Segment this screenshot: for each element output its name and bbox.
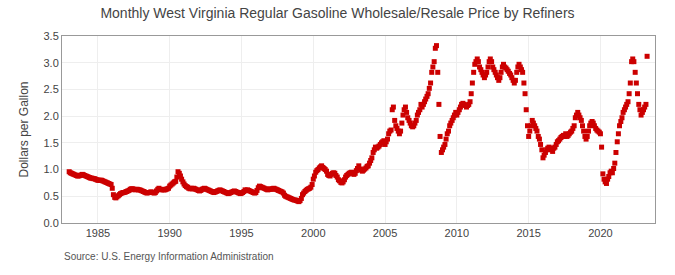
svg-text:2015: 2015 xyxy=(516,227,540,239)
svg-text:2010: 2010 xyxy=(445,227,469,239)
svg-text:1985: 1985 xyxy=(86,227,110,239)
svg-text:Dollars per Gallon: Dollars per Gallon xyxy=(17,81,31,177)
svg-text:3.5: 3.5 xyxy=(44,30,59,42)
svg-text:2020: 2020 xyxy=(588,227,612,239)
svg-text:1995: 1995 xyxy=(229,227,253,239)
svg-text:2000: 2000 xyxy=(301,227,325,239)
svg-text:1.5: 1.5 xyxy=(44,137,59,149)
svg-text:1.0: 1.0 xyxy=(44,163,59,175)
svg-text:3.0: 3.0 xyxy=(44,57,59,69)
svg-text:Source: U.S. Energy Informatio: Source: U.S. Energy Information Administ… xyxy=(64,251,274,262)
svg-text:2.5: 2.5 xyxy=(44,83,59,95)
svg-text:Monthly West Virginia Regular: Monthly West Virginia Regular Gasoline W… xyxy=(100,5,574,21)
svg-text:0.0: 0.0 xyxy=(44,217,59,229)
svg-text:0.5: 0.5 xyxy=(44,190,59,202)
svg-text:1990: 1990 xyxy=(157,227,181,239)
svg-text:2.0: 2.0 xyxy=(44,110,59,122)
svg-text:2005: 2005 xyxy=(373,227,397,239)
